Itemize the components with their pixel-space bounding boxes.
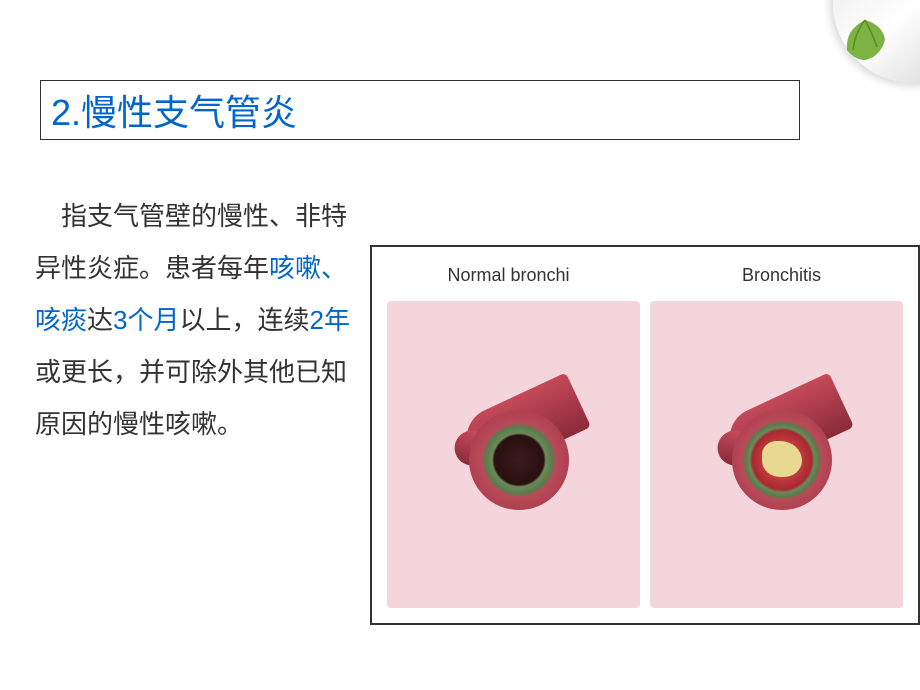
normal-bronchi-image [387, 301, 640, 608]
text-line-4b: 或更长，并 [35, 357, 165, 387]
text-line-3a: 年 [243, 253, 269, 283]
highlight-number-2: 2 [310, 305, 324, 335]
diagram-labels-row: Normal bronchi Bronchitis [372, 247, 918, 296]
body-paragraph: 指支气管壁的慢性、非特异性炎症。患者每年咳嗽、咳痰达3个月以上，连续2年或更长，… [35, 190, 365, 450]
text-line-1: 指支气管壁的慢性、 [61, 201, 295, 231]
body-text-area: 指支气管壁的慢性、非特异性炎症。患者每年咳嗽、咳痰达3个月以上，连续2年或更长，… [35, 190, 365, 450]
highlight-years: 年 [324, 305, 350, 335]
highlight-months: 个月 [128, 305, 180, 335]
label-bronchitis: Bronchitis [645, 265, 918, 286]
highlight-number-3: 3 [113, 305, 127, 335]
medical-diagram-container: Normal bronchi Bronchitis [370, 245, 920, 625]
bronchi-cross-section-normal [469, 410, 569, 510]
section-title: 2.慢性支气管炎 [51, 84, 297, 136]
normal-bronchi-illustration [444, 385, 584, 525]
text-line-3b: 达 [87, 305, 113, 335]
section-title-box: 2.慢性支气管炎 [40, 80, 800, 140]
leaf-icon [835, 15, 895, 65]
text-line-4a: 上，连续 [206, 305, 310, 335]
diagram-images-row [372, 296, 918, 623]
bronchitis-image [650, 301, 903, 608]
text-line-3c: 以 [180, 305, 206, 335]
page-curl-decoration [800, 0, 920, 100]
mucus-obstruction [762, 441, 802, 477]
label-normal-bronchi: Normal bronchi [372, 265, 645, 286]
bronchitis-illustration [707, 385, 847, 525]
text-line-6: 慢性咳嗽。 [113, 409, 243, 439]
